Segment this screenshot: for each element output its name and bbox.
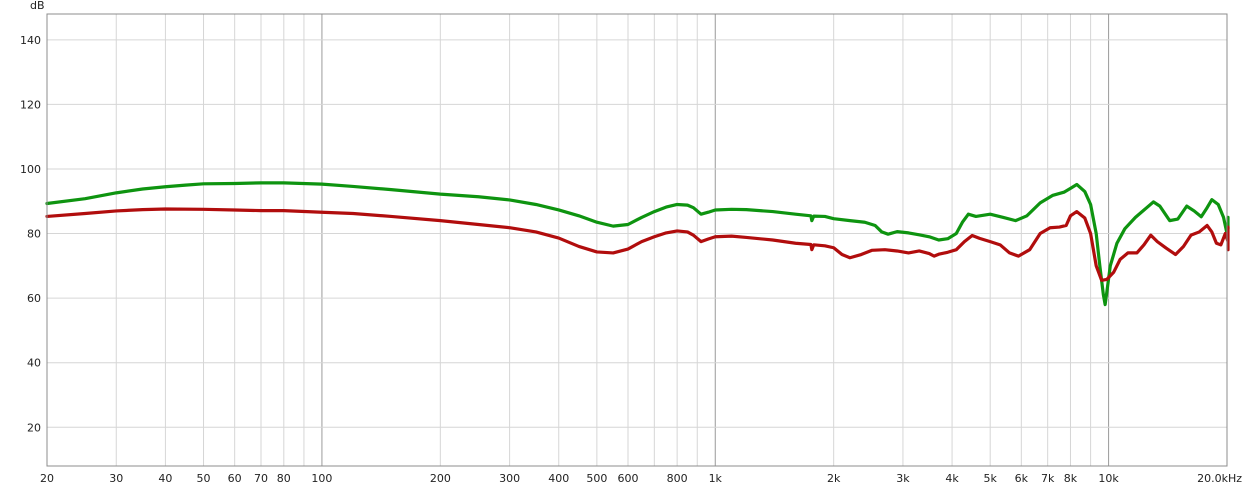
x-tick-label: 2k <box>827 472 841 485</box>
y-tick-label: 60 <box>27 292 41 305</box>
x-tick-label: 5k <box>984 472 998 485</box>
x-tick-label: 100 <box>311 472 332 485</box>
x-tick-label: 40 <box>158 472 172 485</box>
x-tick-label: 300 <box>499 472 520 485</box>
y-tick-label: 120 <box>20 98 41 111</box>
x-tick-label: 30 <box>109 472 123 485</box>
x-tick-label: 20.0kHz <box>1197 472 1242 485</box>
grid <box>46 14 1228 466</box>
x-tick-label: 80 <box>277 472 291 485</box>
y-tick-label: 80 <box>27 228 41 241</box>
x-tick-label: 8k <box>1064 472 1078 485</box>
y-tick-label: 40 <box>27 357 41 370</box>
y-tick-labels: 20 40 60 80 100 120 140 <box>20 34 41 434</box>
y-tick-label: 20 <box>27 421 41 434</box>
series-line-1 <box>45 181 1230 307</box>
x-tick-label: 50 <box>197 472 211 485</box>
y-tick-label: 100 <box>20 163 41 176</box>
x-tick-label: 60 <box>228 472 242 485</box>
x-tick-label: 200 <box>430 472 451 485</box>
x-tick-labels: 20 30 40 50 60 70 80 100 200 300 400 500 600 800 1k 2k 3… <box>40 472 1242 485</box>
x-tick-label: 500 <box>586 472 607 485</box>
x-tick-label: 6k <box>1015 472 1029 485</box>
x-tick-label: 3k <box>896 472 910 485</box>
x-tick-label: 4k <box>945 472 959 485</box>
y-unit-label: dB <box>30 0 45 12</box>
x-tick-label: 7k <box>1041 472 1055 485</box>
x-tick-label: 1k <box>709 472 723 485</box>
x-tick-label: 400 <box>548 472 569 485</box>
series-line-2 <box>45 207 1230 282</box>
x-tick-label: 70 <box>254 472 268 485</box>
y-tick-label: 140 <box>20 34 41 47</box>
x-tick-label: 800 <box>667 472 688 485</box>
series-group <box>45 181 1230 307</box>
x-tick-label: 600 <box>618 472 639 485</box>
x-tick-label: 10k <box>1098 472 1119 485</box>
plot-frame <box>46 13 1228 467</box>
x-tick-label: 20 <box>40 472 54 485</box>
